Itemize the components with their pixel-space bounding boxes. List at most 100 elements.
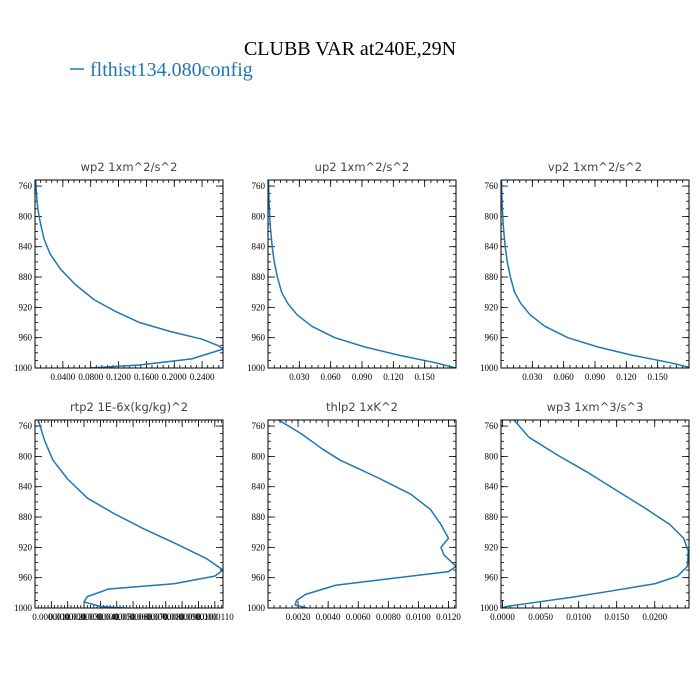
x-tick-label: 0.0800 xyxy=(78,372,103,382)
x-tick-label: 0.0000060 xyxy=(114,612,153,622)
series-line xyxy=(37,420,223,608)
plot-frame xyxy=(267,419,457,609)
y-tick-label: 960 xyxy=(252,573,266,583)
x-tick-label: 0.2400 xyxy=(190,372,215,382)
x-tick-label: 0.0000020 xyxy=(49,612,88,622)
y-tick-label: 960 xyxy=(485,333,499,343)
y-tick-label: 880 xyxy=(252,512,266,522)
y-tick-label: 960 xyxy=(19,573,33,583)
panel-title: vp2 1xm^2/s^2 xyxy=(548,160,642,174)
x-tick-label: 0.2000 xyxy=(162,372,187,382)
x-tick-label: 0.0000110 xyxy=(196,612,234,622)
panel-title: wp3 1xm^3/s^3 xyxy=(547,400,644,414)
x-tick-label: 0.060 xyxy=(321,372,342,382)
y-tick-label: 760 xyxy=(252,421,266,431)
y-tick-label: 1000 xyxy=(247,603,266,613)
x-tick-label: 0.0100 xyxy=(566,612,591,622)
x-tick-label: 0.090 xyxy=(585,372,606,382)
y-tick-label: 880 xyxy=(19,512,33,522)
y-tick-label: 800 xyxy=(485,451,499,461)
y-tick-label: 920 xyxy=(19,302,33,312)
y-tick-label: 840 xyxy=(19,482,33,492)
y-tick-label: 880 xyxy=(252,272,266,282)
x-tick-label: 0.0060 xyxy=(346,612,371,622)
plot-frame xyxy=(500,419,690,609)
y-tick-label: 920 xyxy=(485,302,499,312)
x-tick-label: 0.0000040 xyxy=(81,612,120,622)
y-tick-label: 920 xyxy=(252,542,266,552)
y-tick-label: 960 xyxy=(485,573,499,583)
y-tick-label: 800 xyxy=(252,211,266,221)
series-line xyxy=(501,180,689,368)
y-tick-label: 1000 xyxy=(480,363,499,373)
panel-title: wp2 1xm^2/s^2 xyxy=(81,160,178,174)
y-tick-label: 1000 xyxy=(14,603,33,613)
x-tick-label: 0.0000080 xyxy=(147,612,186,622)
x-tick-label: 0.090 xyxy=(352,372,373,382)
y-tick-label: 920 xyxy=(485,542,499,552)
chart-panel: up2 1xm^2/s^2 760 800 840 880 920 960 1000 0.030… xyxy=(247,160,457,382)
legend: flthist134.080config xyxy=(70,59,253,81)
x-tick-label: 0.0000010 xyxy=(32,612,71,622)
y-tick-label: 840 xyxy=(19,242,33,252)
x-tick-label: 0.0040 xyxy=(316,612,341,622)
y-tick-label: 760 xyxy=(19,421,33,431)
x-tick-label: 0.0050 xyxy=(528,612,553,622)
figure-title: CLUBB VAR at240E,29N xyxy=(244,38,456,60)
x-tick-label: 0.150 xyxy=(648,372,669,382)
x-tick-label: 0.0080 xyxy=(376,612,401,622)
x-tick-label: 0.1200 xyxy=(106,372,131,382)
x-tick-label: 0.0020 xyxy=(286,612,311,622)
panel-title: rtp2 1E-6x(kg/kg)^2 xyxy=(70,400,188,414)
y-tick-label: 920 xyxy=(19,542,33,552)
y-tick-label: 880 xyxy=(485,512,499,522)
x-tick-label: 0.030 xyxy=(289,372,310,382)
plot-frame xyxy=(500,179,690,369)
x-tick-label: 0.060 xyxy=(554,372,575,382)
y-tick-label: 760 xyxy=(19,181,33,191)
x-tick-label: 0.120 xyxy=(383,372,404,382)
y-tick-label: 840 xyxy=(485,482,499,492)
y-tick-label: 960 xyxy=(19,333,33,343)
y-tick-label: 880 xyxy=(19,272,33,282)
x-tick-label: 0.030 xyxy=(522,372,543,382)
plot-frame xyxy=(34,419,224,609)
legend-label: flthist134.080config xyxy=(90,59,253,81)
panel-title: thlp2 1xK^2 xyxy=(326,400,398,414)
series-line xyxy=(278,420,456,608)
y-tick-label: 760 xyxy=(485,421,499,431)
panels: wp2 1xm^2/s^2 760 800 840 880 920 960 1000 0.040… xyxy=(14,160,690,622)
x-tick-label: 0.150 xyxy=(415,372,436,382)
x-tick-label: 0.1600 xyxy=(134,372,159,382)
x-tick-label: 0.0000 xyxy=(490,612,515,622)
x-tick-label: 0.0400 xyxy=(50,372,75,382)
y-tick-label: 1000 xyxy=(247,363,266,373)
chart-panel: thlp2 1xK^2 760 800 840 880 920 960 1000 0.0020 0… xyxy=(247,400,461,622)
x-tick-label: 0.0100 xyxy=(406,612,431,622)
series-line xyxy=(268,180,456,368)
chart-panel: rtp2 1E-6x(kg/kg)^2 760 800 840 880 920 960 100… xyxy=(14,400,234,622)
x-tick-label: 0.0000070 xyxy=(130,612,169,622)
series-line xyxy=(35,180,223,368)
y-tick-label: 760 xyxy=(485,181,499,191)
y-tick-label: 800 xyxy=(19,211,33,221)
y-tick-label: 840 xyxy=(252,242,266,252)
chart-panel: vp2 1xm^2/s^2 760 800 840 880 920 960 1000 0.030… xyxy=(480,160,690,382)
series-line xyxy=(502,420,689,608)
y-tick-label: 840 xyxy=(252,482,266,492)
plot-frame xyxy=(267,179,457,369)
y-tick-label: 800 xyxy=(19,451,33,461)
x-tick-label: 0.0200 xyxy=(642,612,667,622)
y-tick-label: 800 xyxy=(252,451,266,461)
plot-frame xyxy=(34,179,224,369)
x-tick-label: 0.0000090 xyxy=(163,612,202,622)
x-tick-label: 0.0000050 xyxy=(98,612,137,622)
x-tick-label: 0.120 xyxy=(616,372,637,382)
y-tick-label: 760 xyxy=(252,181,266,191)
y-tick-label: 960 xyxy=(252,333,266,343)
x-tick-label: 0.0000100 xyxy=(179,612,218,622)
y-tick-label: 800 xyxy=(485,211,499,221)
y-tick-label: 840 xyxy=(485,242,499,252)
chart-panel: wp3 1xm^3/s^3 760 800 840 880 920 960 10000.000… xyxy=(480,400,690,622)
